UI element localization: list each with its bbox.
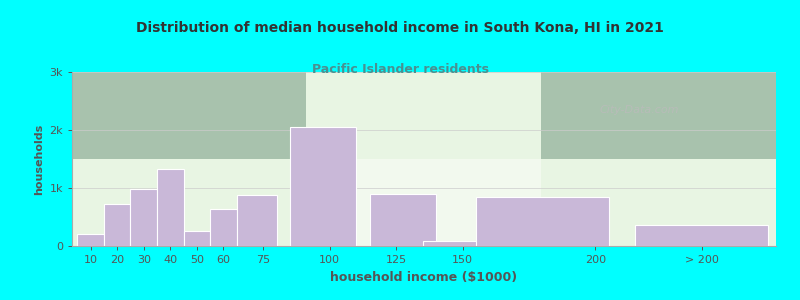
Y-axis label: households: households	[34, 123, 44, 195]
Bar	[104, 204, 130, 246]
Bar	[370, 194, 436, 246]
Bar	[78, 234, 104, 246]
Bar	[183, 231, 210, 246]
Text: Distribution of median household income in South Kona, HI in 2021: Distribution of median household income …	[136, 21, 664, 35]
Bar	[130, 189, 157, 246]
Bar	[290, 127, 356, 246]
Bar	[635, 225, 768, 246]
Text: Pacific Islander residents: Pacific Islander residents	[311, 63, 489, 76]
Bar	[210, 209, 237, 246]
Text: City-Data.com: City-Data.com	[600, 105, 679, 115]
Bar	[422, 241, 489, 246]
Bar	[157, 169, 183, 246]
Bar	[476, 197, 609, 246]
Bar	[237, 195, 277, 246]
X-axis label: household income ($1000): household income ($1000)	[330, 271, 518, 284]
